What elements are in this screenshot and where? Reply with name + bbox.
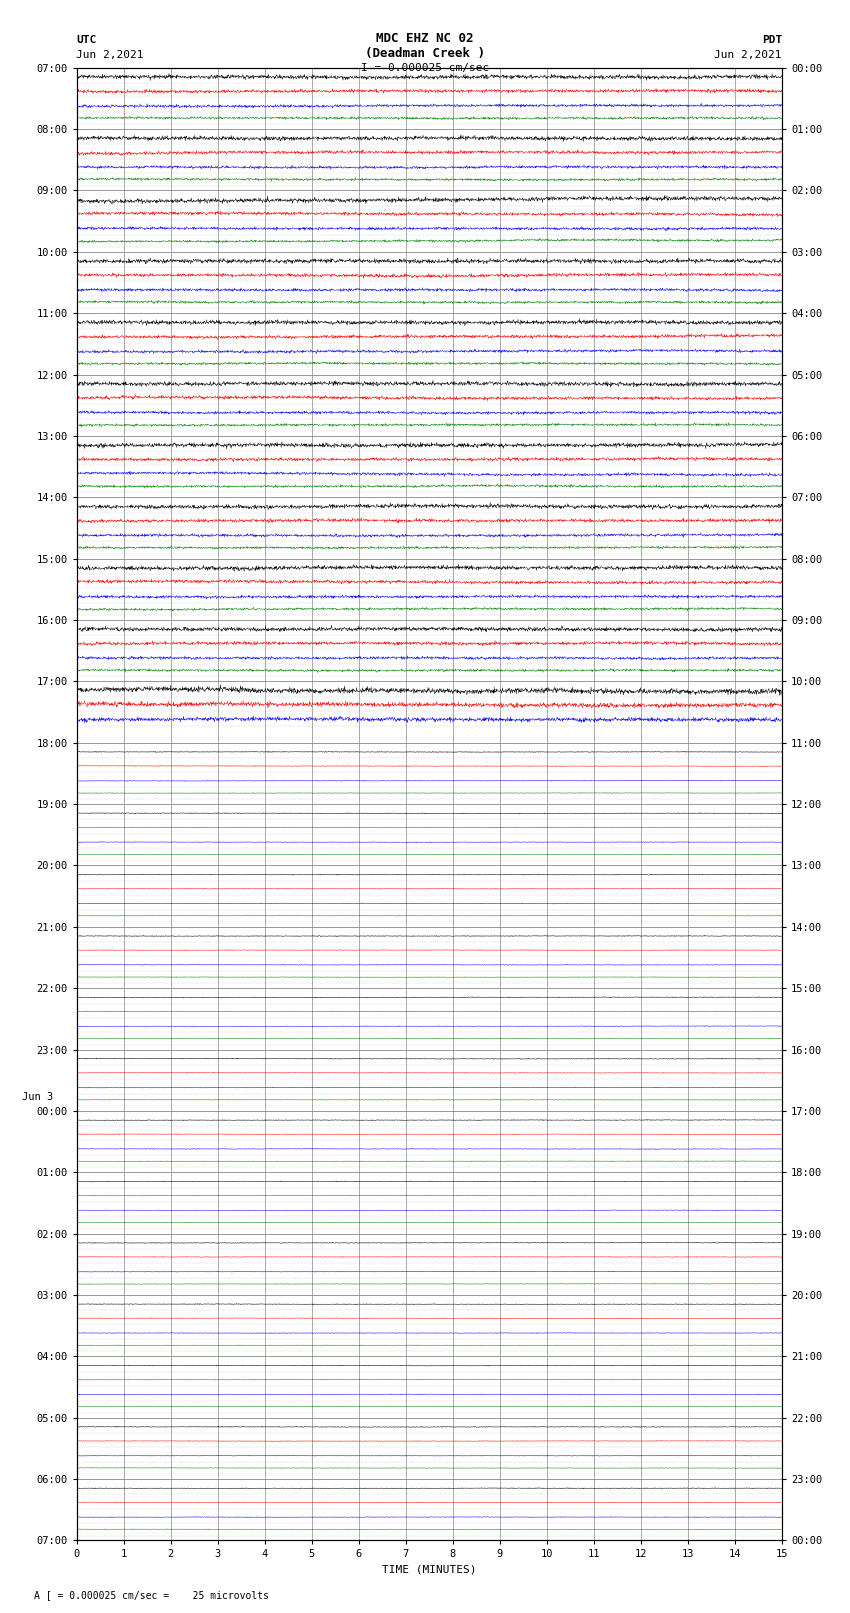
Text: UTC: UTC xyxy=(76,35,97,45)
Text: Jun 2,2021: Jun 2,2021 xyxy=(715,50,782,60)
Text: I = 0.000025 cm/sec: I = 0.000025 cm/sec xyxy=(361,63,489,73)
Text: (Deadman Creek ): (Deadman Creek ) xyxy=(365,47,485,60)
Text: PDT: PDT xyxy=(762,35,782,45)
X-axis label: TIME (MINUTES): TIME (MINUTES) xyxy=(382,1565,477,1574)
Text: MDC EHZ NC 02: MDC EHZ NC 02 xyxy=(377,32,473,45)
Text: Jun 3: Jun 3 xyxy=(22,1092,53,1102)
Text: A [ = 0.000025 cm/sec =    25 microvolts: A [ = 0.000025 cm/sec = 25 microvolts xyxy=(34,1590,269,1600)
Text: Jun 2,2021: Jun 2,2021 xyxy=(76,50,144,60)
